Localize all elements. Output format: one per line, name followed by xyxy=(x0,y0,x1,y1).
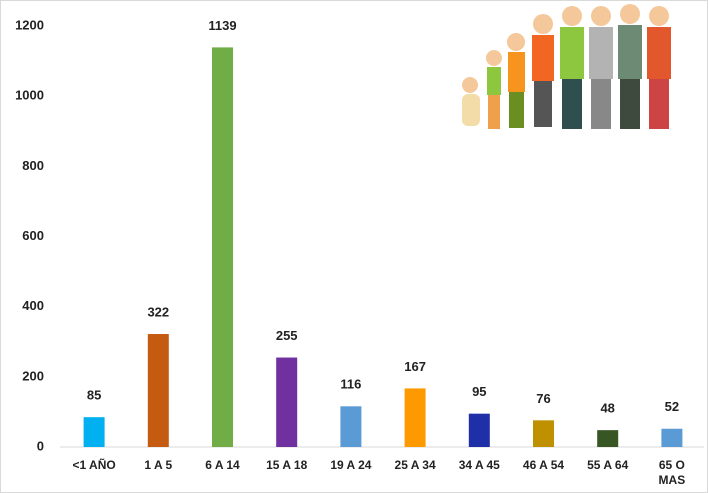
x-tick-label: 6 A 14 xyxy=(197,458,249,473)
bar xyxy=(84,417,105,447)
y-tick-label: 600 xyxy=(22,228,44,243)
chart-page: 0 200 400 600 800 1000 1200 85 322 1139 255 116 167 9… xyxy=(0,0,708,493)
bar xyxy=(405,388,426,447)
bar xyxy=(533,420,554,447)
value-label: 167 xyxy=(404,359,426,374)
value-label: 95 xyxy=(472,384,486,399)
x-tick-label: <1 AÑO xyxy=(68,458,120,473)
value-label: 1139 xyxy=(208,18,236,33)
y-tick-label: 800 xyxy=(22,158,44,173)
x-tick-label: 55 A 64 xyxy=(582,458,634,473)
value-label: 85 xyxy=(87,388,101,403)
chart: 0 200 400 600 800 1000 1200 85 322 1139 255 116 167 9… xyxy=(0,0,708,493)
x-tick-label: 19 A 24 xyxy=(325,458,377,473)
bar xyxy=(661,429,682,447)
x-tick-label: 34 A 45 xyxy=(453,458,505,473)
value-label: 116 xyxy=(340,377,361,392)
bar xyxy=(340,406,361,447)
x-tick-label: 46 A 54 xyxy=(518,458,570,473)
value-label: 48 xyxy=(600,401,614,416)
x-tick-label: 25 A 34 xyxy=(389,458,441,473)
x-tick-label: 65 O MAS xyxy=(646,458,698,488)
x-tick-label: 15 A 18 xyxy=(261,458,313,473)
bar xyxy=(597,430,618,447)
y-tick-label: 200 xyxy=(22,368,44,383)
bar xyxy=(469,414,490,447)
bar xyxy=(276,358,297,447)
y-tick-label: 1000 xyxy=(15,88,44,103)
value-label: 322 xyxy=(147,304,169,319)
bar xyxy=(148,334,169,447)
value-label: 255 xyxy=(276,328,298,343)
y-tick-label: 1200 xyxy=(15,17,44,32)
bar xyxy=(212,47,233,447)
illustration xyxy=(462,4,671,129)
x-tick-label: 1 A 5 xyxy=(132,458,184,473)
value-label: 76 xyxy=(536,391,550,406)
y-tick-label: 0 xyxy=(37,438,44,453)
value-label: 52 xyxy=(665,399,679,414)
y-tick-label: 400 xyxy=(22,298,44,313)
